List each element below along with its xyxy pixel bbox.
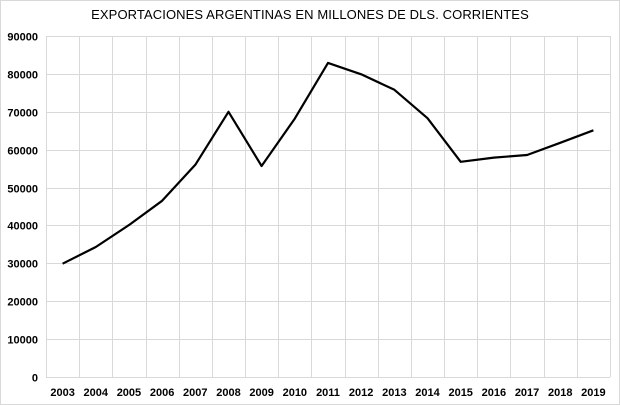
x-tick-label: 2004 [84,387,109,399]
y-axis-ticks: 0 10000 20000 30000 40000 50000 60000 70000 8000… [7,32,38,385]
x-tick-label: 2005 [117,387,141,399]
y-tick-label: 0 [32,373,38,385]
x-tick-label: 2012 [349,387,373,399]
x-tick-label: 2011 [316,387,340,399]
y-tick-label: 70000 [7,108,38,120]
y-tick-label: 40000 [7,221,38,233]
x-tick-label: 2016 [482,387,506,399]
y-tick-label: 90000 [7,32,38,44]
y-tick-label: 50000 [7,184,38,196]
x-tick-label: 2010 [283,387,307,399]
x-tick-label: 2015 [448,387,472,399]
series-line [62,61,594,265]
series-lines [62,61,594,265]
x-tick-label: 2008 [216,387,240,399]
x-tick-label: 2007 [183,387,207,399]
y-tick-label: 10000 [7,335,38,347]
x-tick-label: 2017 [515,387,539,399]
x-tick-label: 2009 [249,387,273,399]
y-tick-label: 80000 [7,70,38,82]
y-tick-label: 60000 [7,146,38,158]
y-tick-label: 30000 [7,259,38,271]
x-axis-ticks: 2003 2004 2005 2006 2007 2008 2009 2010 2011 2012… [50,387,605,399]
x-tick-label: 2018 [548,387,572,399]
x-tick-label: 2013 [382,387,406,399]
grid-lines [46,36,611,378]
x-tick-label: 2019 [581,387,605,399]
x-tick-label: 2003 [50,387,74,399]
chart-title: EXPORTACIONES ARGENTINAS EN MILLONES DE … [91,7,529,22]
y-tick-label: 20000 [7,297,38,309]
x-tick-label: 2014 [415,387,440,399]
x-tick-label: 2006 [150,387,174,399]
